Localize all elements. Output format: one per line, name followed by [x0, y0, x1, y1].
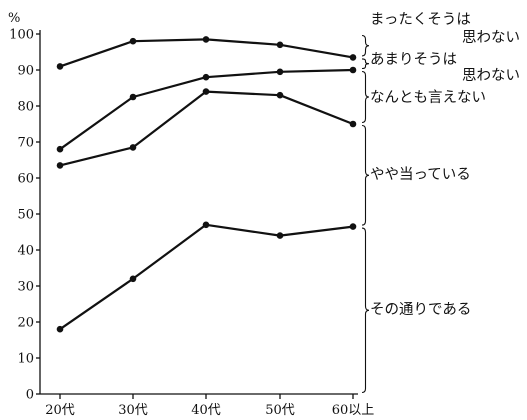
- data-point: [202, 88, 210, 95]
- series-line-1: [59, 223, 354, 331]
- data-point: [129, 275, 137, 283]
- data-point: [349, 54, 357, 61]
- y-tick-label: 40: [17, 244, 34, 259]
- y-tick-label: 50: [17, 208, 34, 223]
- data-point: [56, 162, 64, 169]
- data-point: [349, 66, 357, 74]
- x-tick-label: 30代: [118, 403, 148, 418]
- series-line-4: [59, 38, 354, 68]
- y-tick-label: 100: [9, 28, 34, 43]
- band-brace: [361, 227, 370, 394]
- data-point: [202, 73, 210, 81]
- x-tick-label: 60以上: [332, 403, 375, 418]
- x-tick-label: 40代: [191, 403, 221, 418]
- y-tick-label: 30: [17, 280, 34, 295]
- data-point: [56, 145, 64, 153]
- y-axis: 0 10 20 30 40 50 60 70 80 90 100: [9, 28, 41, 403]
- band-label: なんとも言えない: [370, 89, 486, 106]
- data-point: [56, 63, 64, 70]
- band-label: まったくそうは: [370, 11, 471, 28]
- y-tick-label: 90: [17, 64, 34, 79]
- y-tick-label: 10: [17, 352, 34, 367]
- data-point: [276, 41, 284, 49]
- y-tick-label: 80: [17, 100, 34, 115]
- band-label: 思わない: [462, 67, 520, 84]
- data-point: [202, 221, 210, 229]
- series-line-2: [59, 90, 354, 167]
- band-label: やや当っている: [370, 166, 471, 183]
- band-brace: [361, 70, 370, 124]
- x-tick-label: 20代: [45, 403, 75, 418]
- data-point: [56, 325, 64, 333]
- y-tick-label: 0: [26, 388, 34, 403]
- band-label: あまりそうは: [370, 51, 457, 68]
- data-point: [349, 223, 357, 230]
- data-point: [349, 120, 357, 128]
- series-group: [56, 36, 357, 333]
- data-point: [276, 91, 284, 99]
- data-point: [202, 36, 210, 43]
- band-brace: [361, 34, 370, 57]
- band-brace: [361, 58, 370, 70]
- x-tick-label: 50代: [265, 403, 295, 418]
- series-line-3: [59, 68, 354, 151]
- band-brace: [361, 124, 370, 226]
- data-point: [129, 93, 137, 101]
- y-tick-label: 20: [17, 316, 34, 331]
- x-axis: 20代 30代 40代 50代 60以上: [40, 393, 375, 418]
- band-label: 思わない: [462, 29, 520, 46]
- y-unit-label: %: [8, 11, 20, 26]
- y-tick-label: 70: [17, 136, 34, 151]
- data-point: [129, 144, 137, 151]
- data-point: [129, 37, 137, 45]
- data-point: [276, 232, 284, 239]
- band-label: その通りである: [370, 301, 471, 318]
- band-labels: まったくそうは思わないあまりそうは思わないなんとも言えないやや当っているその通り…: [361, 11, 520, 394]
- data-point: [276, 68, 284, 76]
- y-tick-label: 60: [17, 172, 34, 187]
